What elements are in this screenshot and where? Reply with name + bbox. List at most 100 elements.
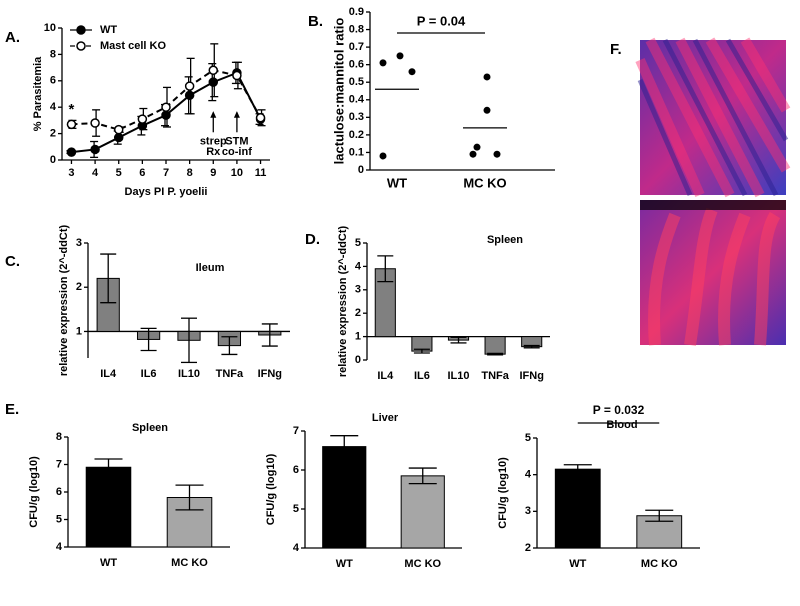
point xyxy=(483,106,491,114)
marker xyxy=(184,81,195,91)
marker xyxy=(161,102,171,112)
annotation: Rx xyxy=(206,146,221,158)
y-tick-label: 0 xyxy=(358,164,364,176)
marker xyxy=(208,65,219,75)
x-tick-label: MC KO xyxy=(463,175,506,190)
bar xyxy=(322,446,367,549)
point xyxy=(408,68,416,76)
marker xyxy=(66,119,77,130)
y-tick-label: 0.3 xyxy=(349,111,364,123)
x-tick-label: WT xyxy=(336,558,353,570)
y-tick-label: 2 xyxy=(525,542,531,554)
panel-label: F. xyxy=(610,41,622,58)
y-axis-label: CFU/g (log10) xyxy=(497,457,509,529)
x-tick-label: 10 xyxy=(231,167,243,179)
annotation: strep xyxy=(200,135,227,147)
y-tick-label: 0 xyxy=(50,154,56,166)
panel-label: E. xyxy=(5,401,19,418)
marker xyxy=(255,113,266,123)
annotation: co-inf xyxy=(222,146,252,158)
y-tick-label: 5 xyxy=(56,513,62,525)
y-axis-label: relative expression (2^-ddCt) xyxy=(58,225,70,377)
panel-label: D. xyxy=(305,231,320,248)
point xyxy=(396,52,404,60)
micrograph xyxy=(640,200,786,346)
x-tick-label: 9 xyxy=(210,167,216,179)
y-tick-label: 0.2 xyxy=(349,129,364,141)
legend-marker xyxy=(76,41,86,51)
marker xyxy=(232,70,242,81)
marker xyxy=(184,90,195,101)
x-tick-label: MC KO xyxy=(171,557,208,569)
arrow-head xyxy=(210,111,217,118)
x-tick-label: IFNg xyxy=(519,370,543,382)
y-tick-label: 8 xyxy=(50,48,56,60)
y-axis-label: CFU/g (log10) xyxy=(265,453,277,525)
y-tick-label: 0 xyxy=(355,354,361,366)
marker xyxy=(137,114,148,124)
x-tick-label: 8 xyxy=(187,167,193,179)
x-tick-label: 5 xyxy=(116,167,122,179)
marker xyxy=(208,77,219,87)
y-tick-label: 6 xyxy=(293,464,299,476)
x-tick-label: WT xyxy=(387,175,407,190)
x-tick-label: IL10 xyxy=(447,370,469,382)
legend-marker xyxy=(76,25,86,35)
x-tick-label: WT xyxy=(569,558,586,570)
series-line xyxy=(71,69,262,131)
y-tick-label: 6 xyxy=(56,486,62,498)
y-tick-label: 0.9 xyxy=(349,6,364,18)
bar xyxy=(554,468,601,549)
y-tick-label: 0.4 xyxy=(349,94,365,106)
y-tick-label: 0.6 xyxy=(349,59,364,71)
y-tick-label: 0.1 xyxy=(349,146,364,158)
legend-label: Mast cell KO xyxy=(100,40,166,52)
marker xyxy=(161,110,171,120)
x-tick-label: 3 xyxy=(68,167,74,179)
y-axis-label: % Parasitemia xyxy=(32,56,44,131)
annotation: P = 0.04 xyxy=(417,13,466,28)
y-tick-label: 2 xyxy=(50,128,56,140)
y-tick-label: 3 xyxy=(76,237,82,249)
marker xyxy=(90,144,100,155)
y-axis-label: CFU/g (log10) xyxy=(28,456,40,528)
x-tick-label: IL4 xyxy=(377,370,394,382)
x-tick-label: 6 xyxy=(139,167,145,179)
y-tick-label: 0.7 xyxy=(349,41,364,53)
x-tick-label: WT xyxy=(100,557,117,569)
x-tick-label: IL6 xyxy=(414,370,430,382)
x-tick-label: 4 xyxy=(92,167,99,179)
y-tick-label: 0.8 xyxy=(349,23,364,35)
y-tick-label: 10 xyxy=(44,22,56,34)
x-tick-label: TNFa xyxy=(481,370,509,382)
y-tick-label: 3 xyxy=(355,284,361,296)
y-tick-label: 1 xyxy=(76,325,82,337)
y-tick-label: 5 xyxy=(355,237,361,249)
x-tick-label: TNFa xyxy=(216,368,244,380)
y-tick-label: 4 xyxy=(56,541,63,553)
panel-label: B. xyxy=(308,13,323,30)
point xyxy=(379,152,387,160)
y-tick-label: 7 xyxy=(293,425,299,437)
y-tick-label: 5 xyxy=(525,432,531,444)
marker xyxy=(113,132,124,143)
y-tick-label: 4 xyxy=(293,542,300,554)
y-tick-label: 1 xyxy=(355,331,361,343)
panel-label: A. xyxy=(5,29,20,46)
x-tick-label: 11 xyxy=(255,167,267,179)
y-tick-label: 2 xyxy=(76,281,82,293)
y-tick-label: 4 xyxy=(355,260,362,272)
x-tick-label: MC KO xyxy=(641,558,678,570)
point xyxy=(493,150,501,158)
panel-label: C. xyxy=(5,253,20,270)
x-tick-label: 7 xyxy=(163,167,169,179)
y-tick-label: 0.5 xyxy=(349,76,364,88)
x-tick-label: MC KO xyxy=(404,558,441,570)
y-tick-label: 7 xyxy=(56,458,62,470)
x-tick-label: IL10 xyxy=(178,368,200,380)
point xyxy=(379,59,387,67)
point xyxy=(473,143,481,151)
bar xyxy=(85,466,132,548)
bar xyxy=(400,475,445,549)
